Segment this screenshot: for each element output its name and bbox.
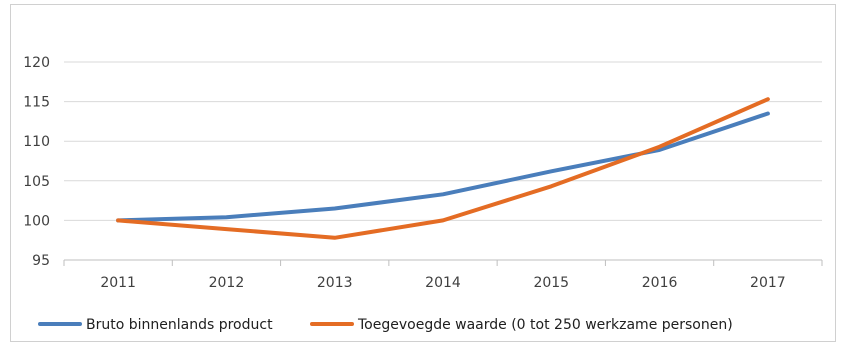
- chart-frame: [10, 4, 836, 342]
- legend-label-1: Toegevoegde waarde (0 tot 250 werkzame p…: [357, 317, 733, 333]
- gridlines: [64, 61, 822, 221]
- legend: Bruto binnenlands product Toegevoegde waa…: [38, 317, 733, 333]
- y-tick-label: 105: [23, 174, 50, 190]
- x-tick-labels: 2011 2012 2013 2014 2015 2016 2017: [100, 275, 785, 291]
- series-line-1: [116, 97, 770, 240]
- data-point-s1-2017: [766, 97, 770, 101]
- x-tick-label-2017: 2017: [750, 275, 786, 291]
- data-point-s1-2013: [333, 236, 337, 240]
- series-lines: [116, 97, 770, 240]
- y-tick-label: 95: [32, 253, 50, 269]
- y-tick-label: 115: [23, 95, 50, 111]
- data-point-s0-2017: [766, 111, 770, 115]
- x-tick-label-2013: 2013: [317, 275, 353, 291]
- data-point-s0-2012: [224, 215, 228, 219]
- data-point-s0-2014: [441, 192, 445, 196]
- data-point-s1-2015: [549, 184, 553, 188]
- legend-label-0: Bruto binnenlands product: [86, 317, 273, 333]
- data-point-s1-2011: [116, 218, 120, 222]
- data-point-s1-2012: [224, 227, 228, 231]
- axes: [63, 259, 823, 266]
- data-point-s0-2013: [333, 207, 337, 211]
- x-tick-label-2014: 2014: [425, 275, 461, 291]
- x-tick-label-2015: 2015: [533, 275, 569, 291]
- data-point-s1-2016: [658, 145, 662, 149]
- data-point-s1-2014: [441, 218, 445, 222]
- x-tick-label-2012: 2012: [209, 275, 245, 291]
- series-line-0: [116, 111, 770, 223]
- y-tick-label: 120: [23, 55, 50, 71]
- data-point-s0-2015: [549, 169, 553, 173]
- y-tick-labels: 95 100 105 110 115 120: [23, 55, 50, 269]
- x-tick-label-2011: 2011: [100, 275, 136, 291]
- x-tick-label-2016: 2016: [642, 275, 678, 291]
- y-tick-label: 100: [23, 213, 50, 229]
- y-tick-label: 110: [23, 134, 50, 150]
